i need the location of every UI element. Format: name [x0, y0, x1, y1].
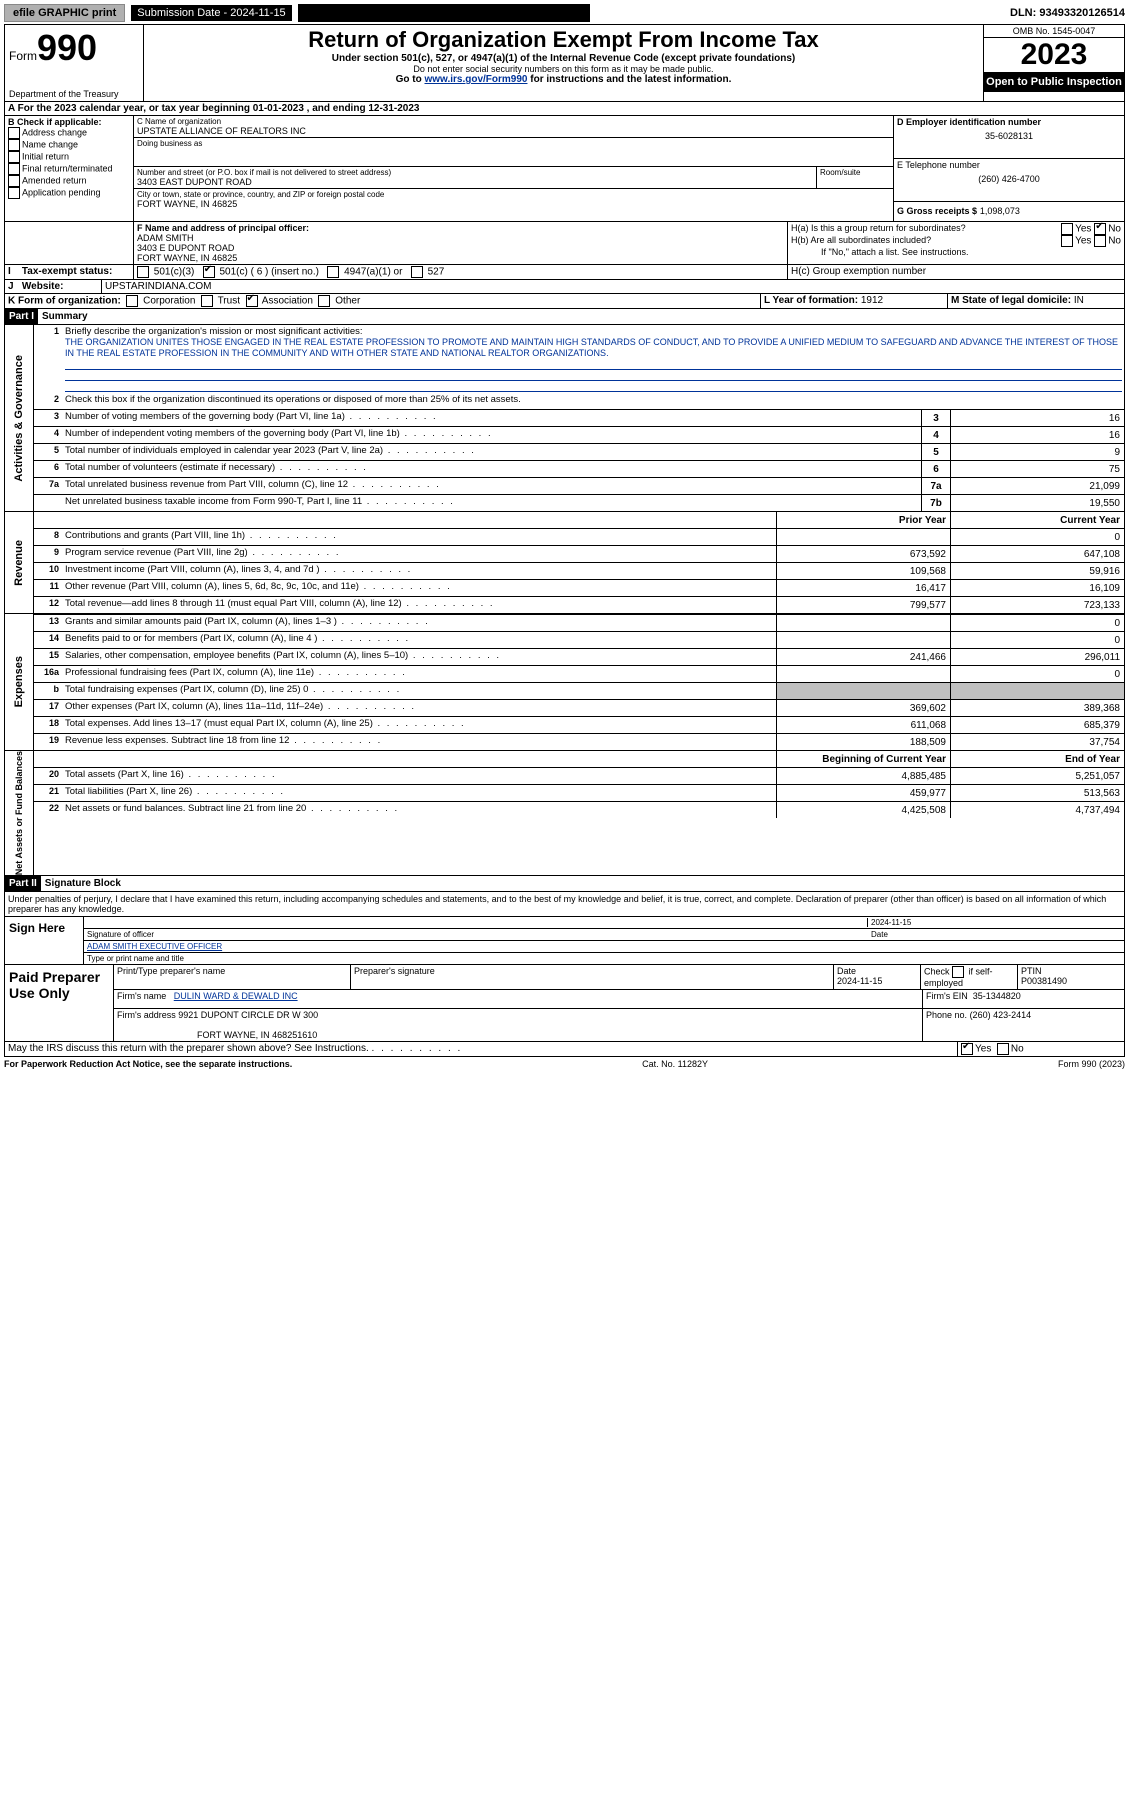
col-b-label: B Check if applicable:	[8, 117, 130, 127]
addr-label: Number and street (or P.O. box if mail i…	[137, 168, 813, 177]
omb: OMB No. 1545-0047	[984, 25, 1124, 38]
sign-block: Sign Here 2024-11-15 Signature of office…	[4, 917, 1125, 965]
discuss-no-cb[interactable]	[997, 1043, 1009, 1055]
room-label: Room/suite	[816, 167, 893, 188]
dept: Department of the Treasury	[9, 89, 139, 99]
dba-label: Doing business as	[137, 139, 890, 148]
summary-table: Activities & Governance 1 Briefly descri…	[4, 325, 1125, 876]
trust-cb[interactable]	[201, 295, 213, 307]
4947-cb[interactable]	[327, 266, 339, 278]
tax-year: 2023	[984, 38, 1124, 72]
officer-addr1: 3403 E DUPONT ROAD	[137, 243, 784, 253]
phone: (260) 426-4700	[897, 174, 1121, 184]
subtitle-2: Do not enter social security numbers on …	[148, 64, 979, 74]
ein-label: D Employer identification number	[897, 117, 1121, 127]
gross-label: G Gross receipts $	[897, 206, 977, 216]
other-cb[interactable]	[318, 295, 330, 307]
addr-change-cb[interactable]	[8, 127, 20, 139]
hb-note: If "No," attach a list. See instructions…	[791, 247, 1121, 257]
goto-pre: Go to	[396, 74, 425, 85]
501c3-cb[interactable]	[137, 266, 149, 278]
row-k-label: K Form of organization:	[8, 296, 121, 307]
row-a: A For the 2023 calendar year, or tax yea…	[5, 102, 1124, 115]
open-public: Open to Public Inspection	[984, 72, 1124, 92]
discuss-q: May the IRS discuss this return with the…	[8, 1043, 369, 1054]
self-emp-cb[interactable]	[952, 966, 964, 978]
ein: 35-6028131	[897, 131, 1121, 141]
gross: 1,098,073	[980, 206, 1020, 216]
part2-title: Signature Block	[41, 876, 125, 891]
form-number: 990	[37, 27, 97, 68]
discuss-yes-cb[interactable]	[961, 1043, 973, 1055]
firm-name: DULIN WARD & DEWALD INC	[174, 991, 298, 1001]
l2-label: Check this box if the organization disco…	[65, 394, 521, 405]
paid-label: Paid Preparer Use Only	[5, 965, 114, 1041]
city-label: City or town, state or province, country…	[137, 190, 890, 199]
efile-btn[interactable]: efile GRAPHIC print	[4, 4, 125, 22]
paid-preparer: Paid Preparer Use Only Print/Type prepar…	[4, 965, 1125, 1042]
501c-cb[interactable]	[203, 266, 215, 278]
topbar: efile GRAPHIC print Submission Date - 20…	[4, 4, 1125, 22]
form-header: Form990 Department of the Treasury Retur…	[4, 24, 1125, 102]
dln: DLN: 93493320126514	[1010, 7, 1125, 19]
goto-post: for instructions and the latest informat…	[527, 74, 731, 85]
part1-header: Part I	[5, 309, 38, 324]
officer-addr2: FORT WAYNE, IN 46825	[137, 253, 784, 263]
perjury: Under penalties of perjury, I declare th…	[4, 892, 1125, 917]
527-cb[interactable]	[411, 266, 423, 278]
hb-no-cb[interactable]	[1094, 235, 1106, 247]
subtitle-1: Under section 501(c), 527, or 4947(a)(1)…	[148, 53, 979, 64]
part1-title: Summary	[38, 309, 92, 324]
hb-yes-cb[interactable]	[1061, 235, 1073, 247]
name-change-cb[interactable]	[8, 139, 20, 151]
hc-label: H(c) Group exemption number	[788, 265, 1124, 279]
website: UPSTARINDIANA.COM	[102, 280, 1124, 293]
footer: For Paperwork Reduction Act Notice, see …	[4, 1057, 1125, 1071]
city: FORT WAYNE, IN 46825	[137, 199, 890, 209]
blank-btn	[298, 4, 590, 22]
initial-cb[interactable]	[8, 151, 20, 163]
main-title: Return of Organization Exempt From Incom…	[148, 27, 979, 53]
ha-yes-cb[interactable]	[1061, 223, 1073, 235]
officer-name: ADAM SMITH	[137, 233, 784, 243]
corp-cb[interactable]	[126, 295, 138, 307]
side-governance: Activities & Governance	[13, 355, 25, 482]
part2-header: Part II	[5, 876, 41, 891]
final-cb[interactable]	[8, 163, 20, 175]
name-label: C Name of organization	[137, 117, 890, 126]
entity-block: B Check if applicable: Address change Na…	[4, 116, 1125, 222]
org-name: UPSTATE ALLIANCE OF REALTORS INC	[137, 126, 890, 136]
submission-btn[interactable]: Submission Date - 2024-11-15	[131, 5, 291, 21]
row-i-label: I Tax-exempt status:	[5, 265, 134, 279]
side-expenses: Expenses	[13, 656, 25, 707]
ha-label: H(a) Is this a group return for subordin…	[791, 223, 1061, 235]
ha-no-cb[interactable]	[1094, 223, 1106, 235]
signer-name: ADAM SMITH EXECUTIVE OFFICER	[87, 942, 222, 951]
addr: 3403 EAST DUPONT ROAD	[137, 177, 813, 187]
irs-link[interactable]: www.irs.gov/Form990	[424, 74, 527, 85]
assoc-cb[interactable]	[246, 295, 258, 307]
pending-cb[interactable]	[8, 187, 20, 199]
row-j-label: J Website:	[5, 280, 102, 293]
hb-label: H(b) Are all subordinates included?	[791, 235, 1061, 247]
sign-here: Sign Here	[5, 917, 84, 964]
phone-label: E Telephone number	[897, 160, 1121, 170]
officer-label: F Name and address of principal officer:	[137, 223, 784, 233]
l1-label: Briefly describe the organization's miss…	[65, 326, 363, 337]
amended-cb[interactable]	[8, 175, 20, 187]
side-netassets: Net Assets or Fund Balances	[14, 751, 24, 875]
form-label: Form	[9, 49, 37, 63]
mission-text: THE ORGANIZATION UNITES THOSE ENGAGED IN…	[65, 337, 1118, 358]
side-revenue: Revenue	[13, 540, 25, 586]
